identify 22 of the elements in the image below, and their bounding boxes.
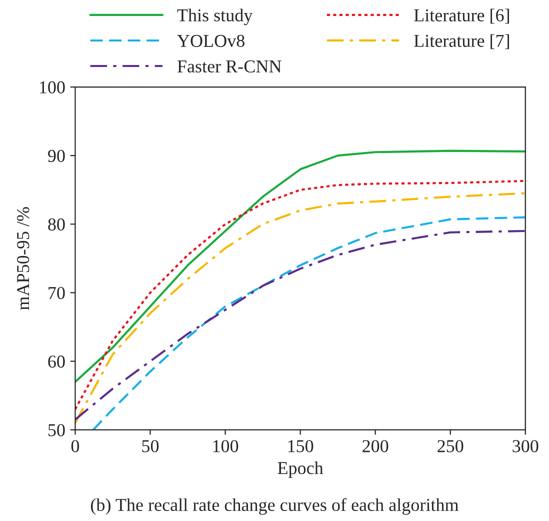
x-tick-label: 0: [71, 440, 80, 452]
y-tick-label: 90: [48, 150, 65, 162]
line-series: [75, 150, 526, 383]
y-axis-title: mAP50-95 /%: [17, 207, 30, 310]
x-tick-label: 200: [362, 440, 388, 452]
y-tick-label: 60: [48, 356, 65, 368]
y-tick-label: 80: [48, 218, 65, 231]
y-tick-label: 100: [40, 81, 65, 94]
legend-label: Literature [6]: [414, 8, 509, 24]
legend-label: YOLOv8: [177, 34, 244, 47]
legend-label: This study: [177, 8, 253, 26]
y-tick-label: 70: [48, 286, 65, 300]
x-tick-label: 250: [438, 440, 464, 452]
x-axis-title: Epoch: [278, 461, 324, 478]
legend-label: Faster R-CNN: [177, 60, 282, 73]
x-tick-label: 300: [512, 440, 538, 452]
y-tick-label: 50: [48, 424, 65, 436]
x-tick-label: 100: [213, 440, 238, 452]
x-tick-label: 150: [288, 440, 314, 452]
legend-label: Literature [7]: [414, 34, 509, 50]
text: (b) The recall rate change curves of each algorithm: [90, 498, 459, 515]
x-tick-label: 50: [142, 440, 159, 452]
